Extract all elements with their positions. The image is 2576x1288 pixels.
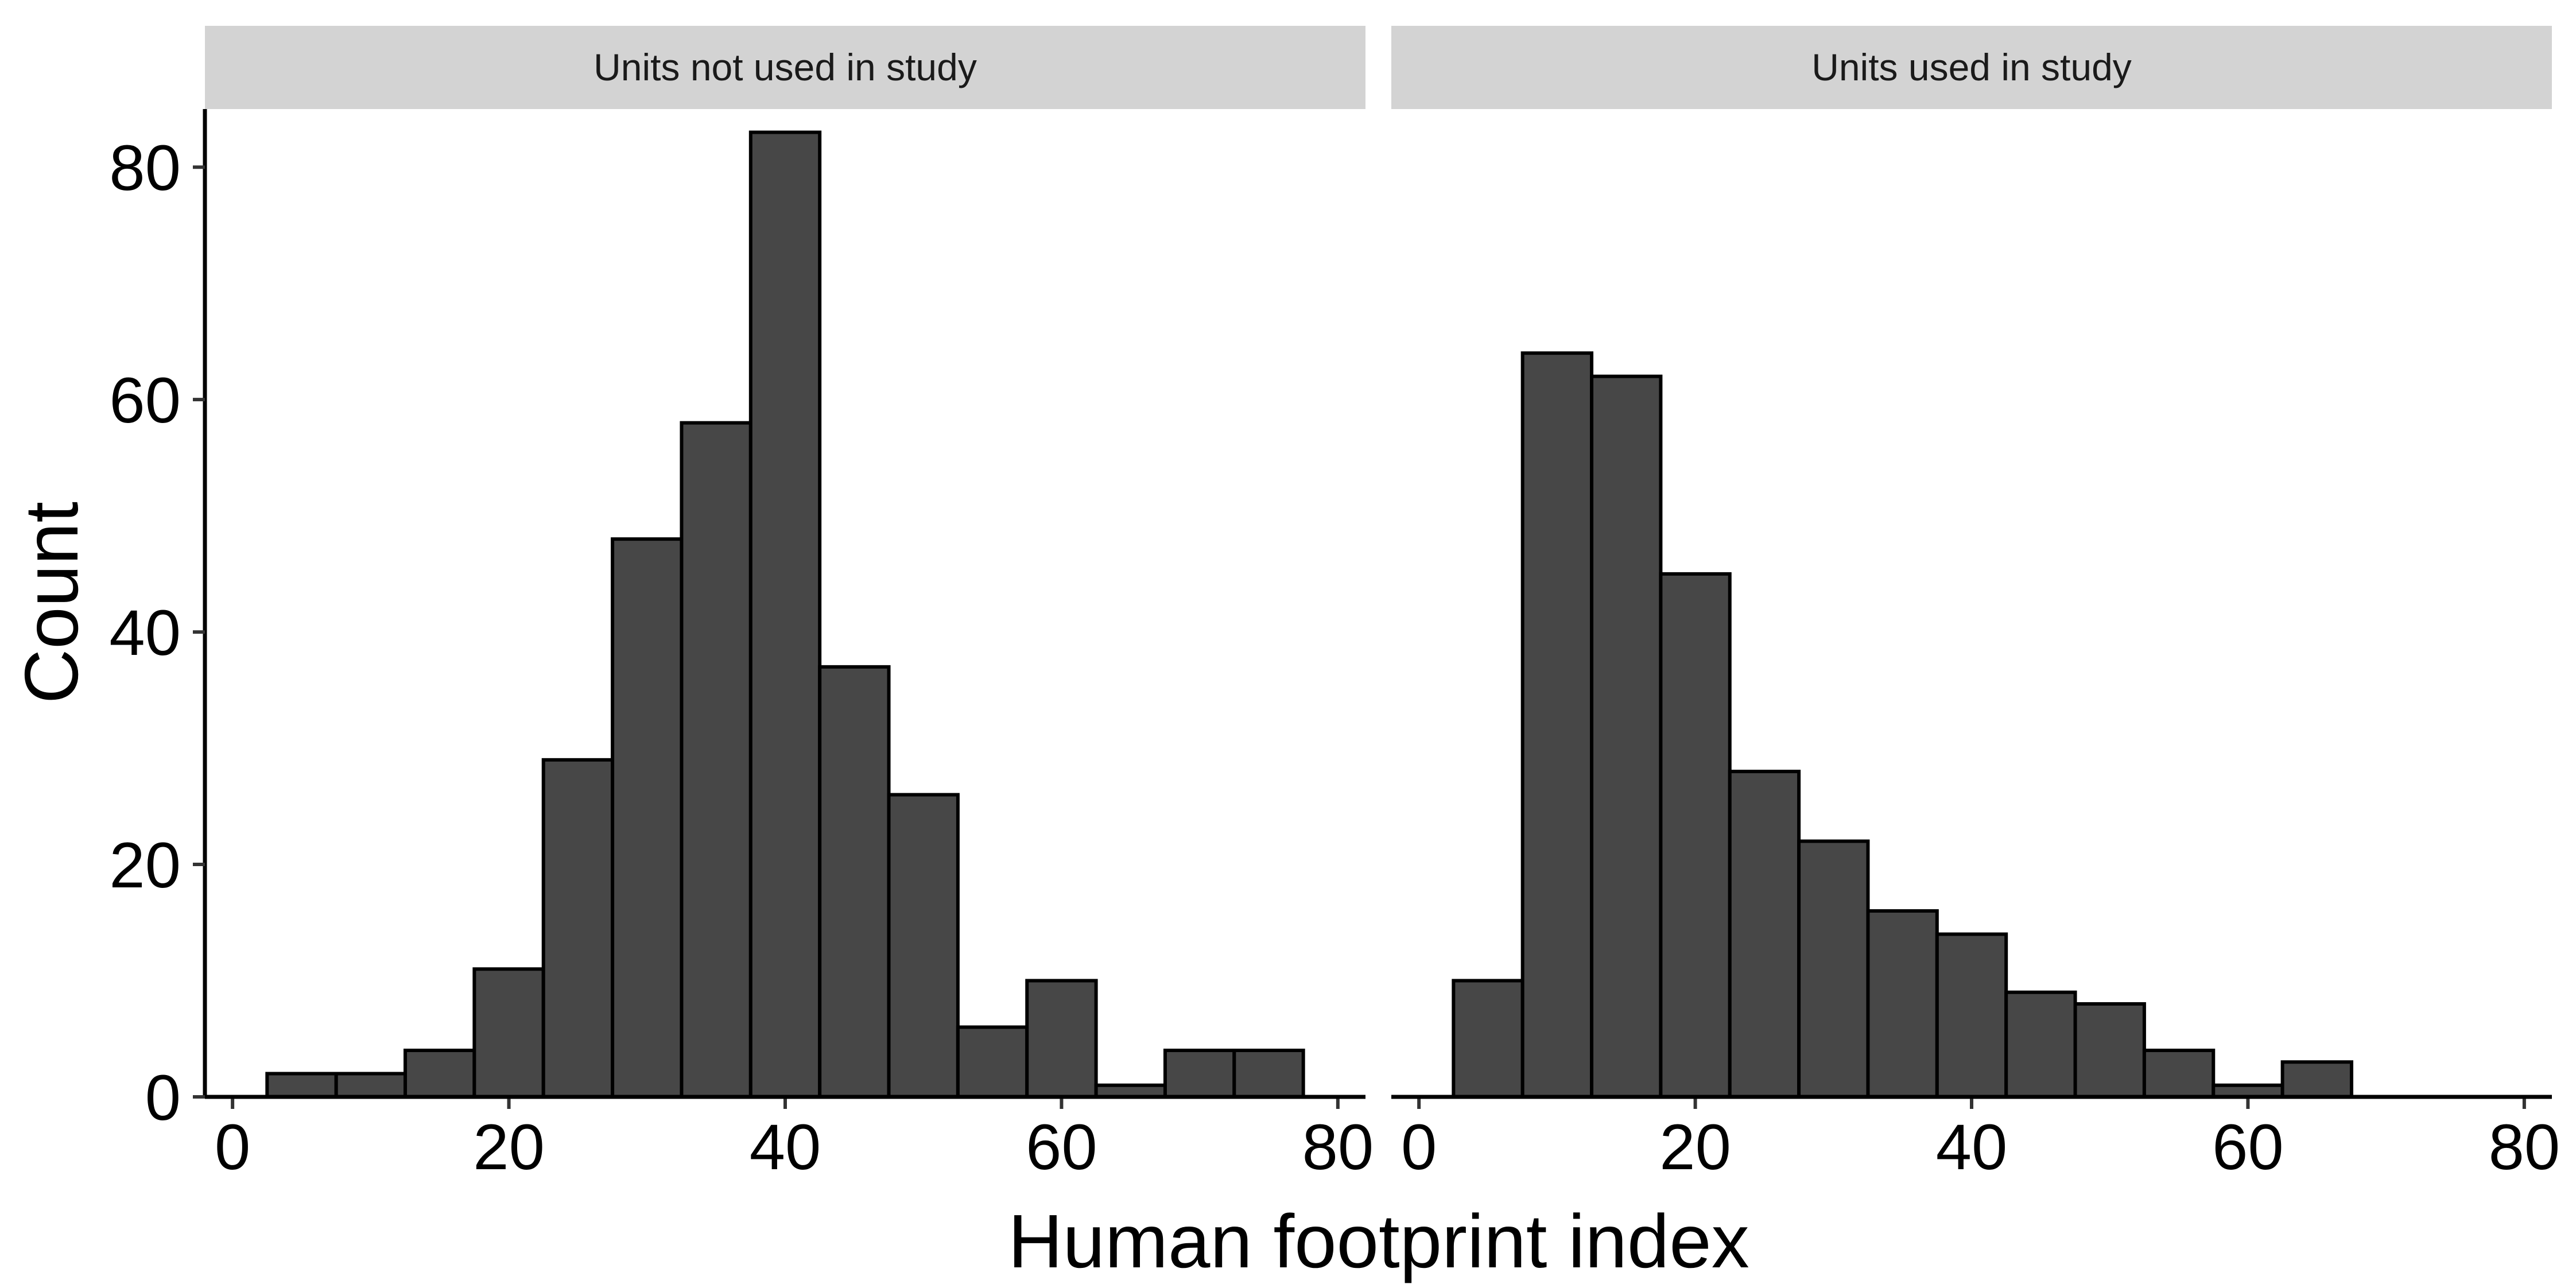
facet-strip-label: Units used in study <box>1811 46 2132 88</box>
x-tick-label: 20 <box>473 1111 545 1183</box>
x-tick-label: 0 <box>215 1111 250 1183</box>
facet-strip-label: Units not used in study <box>593 46 977 88</box>
histogram-bar <box>748 130 822 1099</box>
histogram-bar <box>1452 979 1524 1099</box>
histogram-bar <box>1163 1049 1236 1099</box>
histogram-bar <box>472 967 545 1099</box>
x-tick-label: 80 <box>1302 1111 1374 1183</box>
facet-strip <box>205 26 1365 109</box>
y-tick-label: 60 <box>109 364 181 436</box>
histogram-bar <box>1520 351 1594 1099</box>
histogram-bar <box>1025 979 1098 1099</box>
x-tick-label: 0 <box>1401 1111 1437 1183</box>
x-axis-title: Human footprint index <box>1008 1199 1749 1283</box>
y-tick-label: 40 <box>109 597 181 669</box>
histogram-bar <box>956 1025 1029 1099</box>
x-tick-label: 40 <box>750 1111 821 1183</box>
x-axis-ticks: 0 20 40 60 80 <box>215 1097 1374 1183</box>
bars-group <box>265 130 1305 1099</box>
histogram-bar <box>541 758 615 1099</box>
bars-group <box>1452 351 2353 1099</box>
histogram-bar <box>2073 1002 2146 1099</box>
histogram-bar <box>1935 932 2008 1099</box>
histogram-bar <box>1659 572 1732 1099</box>
histogram-bar <box>680 421 752 1099</box>
histogram-bar <box>1232 1049 1305 1099</box>
y-axis: 0 20 40 60 80 <box>109 109 207 1134</box>
histogram-bar <box>265 1072 338 1099</box>
histogram-bar <box>334 1072 408 1099</box>
histogram-bar <box>611 537 684 1099</box>
x-tick-label: 60 <box>2212 1111 2284 1183</box>
histogram-bar <box>2142 1049 2216 1099</box>
x-tick-label: 80 <box>2489 1111 2561 1183</box>
histogram-bar <box>1590 374 1663 1099</box>
y-tick-label: 20 <box>109 829 181 901</box>
panel-units-used: Units used in study 0 20 40 60 80 <box>1391 26 2560 1183</box>
y-axis-title: Count <box>9 502 94 704</box>
histogram-bar <box>887 793 960 1099</box>
histogram-bar <box>1728 770 1801 1099</box>
histogram-bar <box>818 665 891 1099</box>
facet-strip <box>1391 26 2552 109</box>
histogram-bar <box>2280 1060 2353 1099</box>
x-axis-ticks: 0 20 40 60 80 <box>1401 1097 2560 1183</box>
histogram-bar <box>404 1049 476 1099</box>
y-tick-label: 80 <box>109 132 181 204</box>
x-tick-label: 60 <box>1026 1111 1097 1183</box>
histogram-bar <box>1797 839 1870 1099</box>
x-tick-label: 20 <box>1659 1111 1731 1183</box>
x-tick-label: 40 <box>1936 1111 2008 1183</box>
histogram-bar <box>2004 990 2077 1099</box>
histogram-bar <box>1866 909 1939 1099</box>
y-tick-label: 0 <box>145 1062 181 1134</box>
panel-units-not-used: Units not used in study 0 20 40 60 80 <box>205 26 1374 1183</box>
